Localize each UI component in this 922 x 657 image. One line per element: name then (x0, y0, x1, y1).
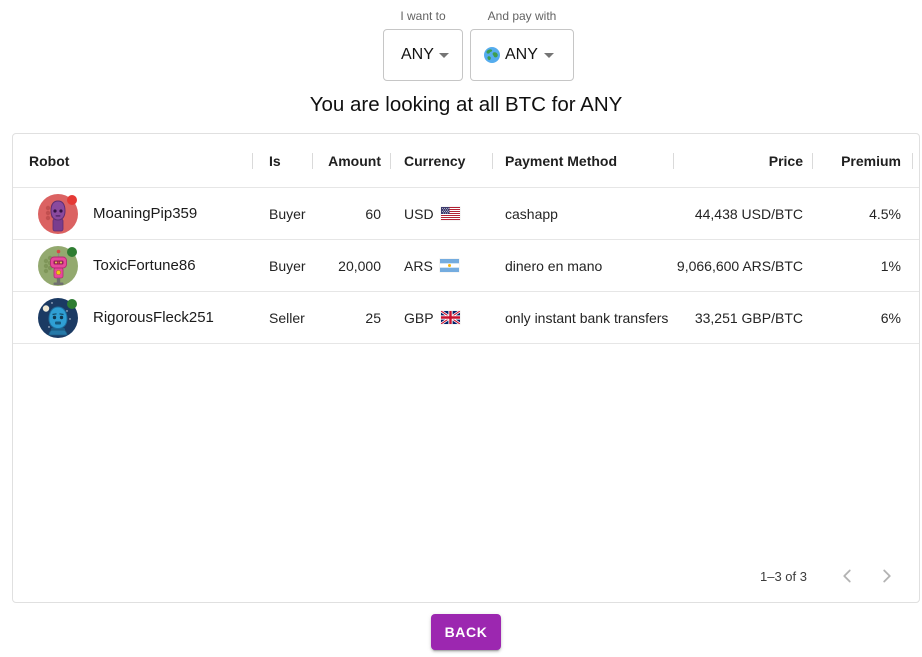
is-cell: Seller (269, 309, 305, 326)
robot-name: RigorousFleck251 (93, 309, 214, 326)
column-header-price[interactable]: Price (674, 134, 813, 187)
status-badge (67, 194, 77, 205)
amount-cell: 20,000 (338, 257, 381, 274)
table-pagination: 1–3 of 3 (13, 550, 919, 602)
price-cell: 44,438 USD/BTC (694, 205, 803, 222)
table-row[interactable]: MoaningPip359 Buyer 60 USD cashapp 44,43… (13, 188, 919, 240)
gb-flag-icon (440, 311, 460, 324)
currency-code: ARS (404, 257, 433, 274)
status-badge (67, 298, 77, 309)
column-header-payment-method[interactable]: Payment Method (493, 134, 674, 187)
type-select[interactable]: ANY (383, 29, 463, 81)
ar-flag-icon (439, 259, 459, 272)
premium-cell: 1% (880, 257, 901, 274)
chevron-left-icon (843, 569, 851, 583)
is-cell: Buyer (269, 205, 306, 222)
amount-cell: 60 (365, 205, 381, 222)
currency-cell: USD (391, 188, 493, 239)
globe-icon (484, 47, 500, 63)
column-header-currency[interactable]: Currency (391, 134, 493, 187)
is-cell: Buyer (269, 257, 306, 274)
order-book-table: Robot Is Amount Currency Payment Method … (12, 133, 920, 603)
robot-name: MoaningPip359 (93, 205, 198, 222)
currency-code: GBP (404, 309, 434, 326)
chevron-down-icon (439, 52, 449, 58)
status-badge (67, 246, 77, 257)
filter-type-label: I want to (400, 9, 446, 23)
filter-currency: And pay with ANY (470, 9, 574, 81)
previous-page-button[interactable] (827, 556, 867, 596)
us-flag-icon (440, 207, 460, 220)
currency-code: USD (404, 205, 434, 222)
robot-avatar (38, 245, 78, 286)
column-header-premium[interactable]: Premium (813, 134, 913, 187)
page-title: You are looking at all BTC for ANY (309, 93, 623, 116)
chevron-down-icon (544, 52, 554, 58)
column-header-robot[interactable]: Robot (13, 134, 253, 187)
robot-avatar (38, 297, 78, 338)
currency-cell: GBP (391, 292, 493, 343)
table-row[interactable]: ToxicFortune86 Buyer 20,000 ARS dinero e… (13, 240, 919, 292)
currency-cell: ARS (391, 240, 493, 291)
robot-name: ToxicFortune86 (93, 257, 196, 274)
filter-type: I want to ANY (383, 9, 463, 81)
premium-cell: 4.5% (869, 205, 901, 222)
payment-method-cell: dinero en mano (505, 257, 603, 274)
table-header-row: Robot Is Amount Currency Payment Method … (13, 134, 919, 188)
chevron-right-icon (883, 569, 891, 583)
currency-select-value: ANY (505, 46, 538, 63)
premium-cell: 6% (880, 309, 901, 326)
currency-select[interactable]: ANY (470, 29, 574, 81)
back-button[interactable]: BACK (431, 614, 501, 650)
next-page-button[interactable] (867, 556, 907, 596)
robot-avatar (38, 193, 78, 234)
pagination-range-label: 1–3 of 3 (760, 568, 807, 584)
payment-method-cell: cashapp (505, 205, 558, 222)
type-select-value: ANY (401, 46, 434, 63)
price-cell: 9,066,600 ARS/BTC (676, 257, 803, 274)
price-cell: 33,251 GBP/BTC (694, 309, 803, 326)
table-row[interactable]: RigorousFleck251 Seller 25 GBP only inst… (13, 292, 919, 344)
payment-method-cell: only instant bank transfers (505, 309, 669, 326)
column-header-is[interactable]: Is (253, 134, 313, 187)
amount-cell: 25 (365, 309, 381, 326)
column-header-amount[interactable]: Amount (313, 134, 391, 187)
filter-currency-label: And pay with (487, 9, 557, 23)
